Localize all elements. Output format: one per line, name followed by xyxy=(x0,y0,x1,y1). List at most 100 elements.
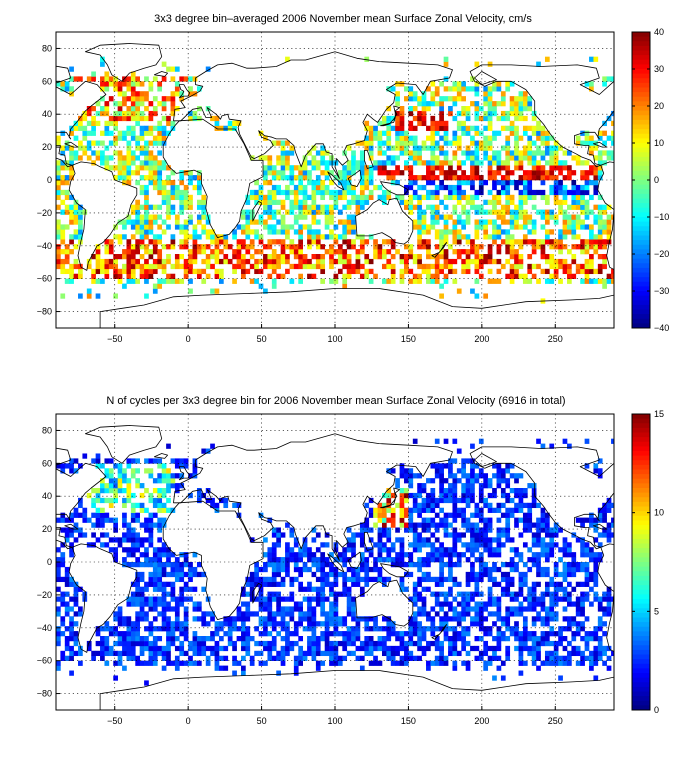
velocity-bin xyxy=(439,110,444,117)
cycles-bin xyxy=(126,621,132,627)
velocity-bin xyxy=(324,184,330,191)
velocity-bin xyxy=(456,165,462,171)
cycles-bin xyxy=(122,512,127,518)
cycles-bin xyxy=(505,581,511,587)
cycles-bin xyxy=(241,636,246,642)
velocity-colorbar-tick-label: −10 xyxy=(654,212,669,222)
velocity-bin xyxy=(544,175,550,181)
velocity-bin xyxy=(571,214,577,220)
velocity-bin xyxy=(461,175,466,181)
cycles-bin xyxy=(64,636,70,642)
velocity-bin xyxy=(60,160,66,166)
velocity-bin xyxy=(478,258,484,265)
velocity-bin xyxy=(157,160,163,166)
velocity-bin xyxy=(456,189,462,196)
velocity-bin xyxy=(298,180,303,186)
velocity-bin xyxy=(192,76,198,82)
velocity-bin xyxy=(448,258,453,265)
cycles-bin xyxy=(113,557,118,563)
velocity-bin xyxy=(307,258,312,265)
cycles-bin xyxy=(540,640,546,647)
velocity-bin xyxy=(342,165,348,171)
velocity-bin xyxy=(359,244,365,250)
cycles-bin xyxy=(73,636,79,642)
velocity-bin xyxy=(404,150,409,156)
velocity-bin xyxy=(56,219,61,225)
velocity-bin xyxy=(487,244,493,250)
cycles-bin xyxy=(606,611,612,617)
cycles-bin xyxy=(377,571,383,578)
cycles-bin xyxy=(148,562,154,568)
cycles-bin xyxy=(60,616,66,622)
velocity-bin xyxy=(342,254,348,260)
cycles-bin xyxy=(271,552,277,558)
cycles-bin xyxy=(448,492,453,499)
velocity-bin xyxy=(381,160,387,166)
velocity-bin xyxy=(223,125,229,131)
cycles-bin xyxy=(474,532,480,538)
cycles-bin xyxy=(192,660,198,666)
velocity-bin xyxy=(144,293,149,299)
velocity-bin xyxy=(285,258,290,265)
velocity-bin xyxy=(161,244,167,250)
cycles-bin xyxy=(430,517,436,523)
cycles-bin xyxy=(452,640,458,647)
cycles-bin xyxy=(130,547,136,553)
cycles-bin xyxy=(148,542,154,548)
cycles-bin xyxy=(470,606,475,612)
cycles-bin xyxy=(126,596,132,602)
velocity-bin xyxy=(540,150,546,156)
cycles-bin xyxy=(589,552,594,558)
cycles-bin xyxy=(430,507,436,513)
cycles-bin xyxy=(241,616,246,622)
velocity-bin xyxy=(434,120,440,127)
cycles-bin xyxy=(505,616,511,622)
velocity-bin xyxy=(188,249,193,255)
velocity-colorbar-segment xyxy=(632,212,650,218)
velocity-bin xyxy=(130,71,136,77)
cycles-bin xyxy=(100,512,105,518)
cycles-bin xyxy=(135,557,140,563)
cycles-bin xyxy=(553,640,559,647)
cycles-bin xyxy=(443,522,449,528)
cycles-bin xyxy=(602,660,607,666)
velocity-bin xyxy=(514,140,519,146)
cycles-bin xyxy=(412,532,418,538)
velocity-bin xyxy=(544,130,550,136)
velocity-bin xyxy=(580,224,585,230)
velocity-bin xyxy=(144,160,149,166)
velocity-bin xyxy=(487,61,493,67)
cycles-bin xyxy=(584,655,590,661)
velocity-bin xyxy=(117,135,123,141)
cycles-bin xyxy=(69,542,74,548)
velocity-bin xyxy=(91,76,96,82)
velocity-bin xyxy=(289,244,295,250)
cycles-bin xyxy=(456,497,462,504)
velocity-colorbar-segment xyxy=(632,73,650,79)
cycles-bin xyxy=(412,542,418,548)
velocity-bin xyxy=(443,219,449,225)
velocity-bin xyxy=(188,91,193,97)
velocity-bin xyxy=(522,106,528,112)
cycles-bin xyxy=(377,507,383,513)
velocity-bin xyxy=(540,224,546,230)
velocity-bin xyxy=(514,249,519,255)
cycles-bin xyxy=(311,596,317,602)
cycles-bin xyxy=(544,566,550,573)
velocity-bin xyxy=(417,224,422,230)
velocity-bin xyxy=(245,229,251,235)
cycles-bin xyxy=(412,586,418,592)
velocity-bin xyxy=(346,204,352,210)
cycles-bin xyxy=(148,468,154,474)
cycles-bin xyxy=(280,566,286,573)
velocity-bin xyxy=(527,145,533,151)
cycles-bin xyxy=(351,576,356,583)
cycles-bin xyxy=(166,468,171,474)
velocity-bin xyxy=(311,234,317,240)
cycles-bin xyxy=(285,640,290,647)
cycles-bin xyxy=(470,463,475,469)
velocity-bin xyxy=(518,224,524,230)
velocity-colorbar-segment xyxy=(632,152,650,158)
velocity-bin xyxy=(487,145,493,151)
velocity-bin xyxy=(56,204,61,210)
